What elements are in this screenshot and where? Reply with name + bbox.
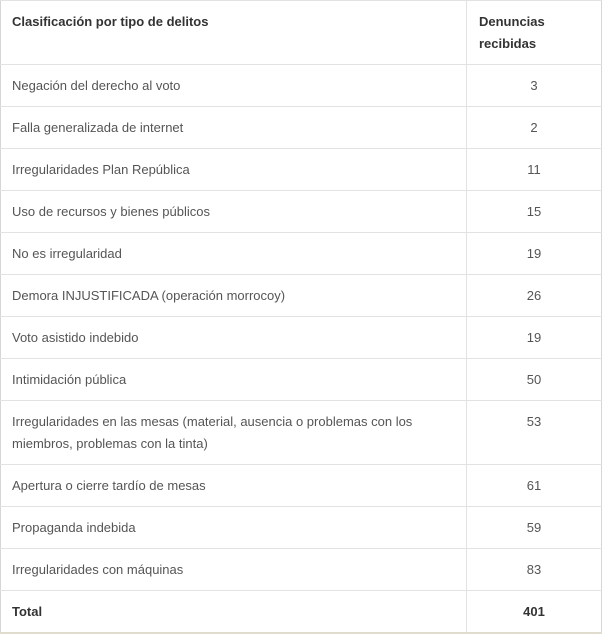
row-label: Negación del derecho al voto <box>0 64 467 107</box>
row-value: 19 <box>466 232 602 275</box>
row-value: 83 <box>466 548 602 591</box>
row-label: Propaganda indebida <box>0 506 467 549</box>
row-value: 15 <box>466 190 602 233</box>
table-row: Voto asistido indebido 19 <box>0 316 602 359</box>
row-value: 61 <box>466 464 602 507</box>
row-label: Irregularidades en las mesas (material, … <box>0 400 467 465</box>
row-label: Voto asistido indebido <box>0 316 467 359</box>
total-label: Total <box>0 590 467 634</box>
table-row: Demora INJUSTIFICADA (operación morrocoy… <box>0 274 602 317</box>
row-label: No es irregularidad <box>0 232 467 275</box>
row-value: 11 <box>466 148 602 191</box>
table-row: Uso de recursos y bienes públicos 15 <box>0 190 602 233</box>
row-value: 59 <box>466 506 602 549</box>
total-value: 401 <box>466 590 602 634</box>
row-label: Irregularidades con máquinas <box>0 548 467 591</box>
table-row: Irregularidades con máquinas 83 <box>0 548 602 591</box>
row-value: 19 <box>466 316 602 359</box>
table-row: Irregularidades Plan República 11 <box>0 148 602 191</box>
table-header-row: Clasificación por tipo de delitos Denunc… <box>0 0 602 65</box>
row-label: Intimidación pública <box>0 358 467 401</box>
table-row: Apertura o cierre tardío de mesas 61 <box>0 464 602 507</box>
row-label: Irregularidades Plan República <box>0 148 467 191</box>
table-row: No es irregularidad 19 <box>0 232 602 275</box>
total-row: Total 401 <box>0 590 602 634</box>
header-complaints: Denuncias recibidas <box>466 0 602 65</box>
table-row: Propaganda indebida 59 <box>0 506 602 549</box>
row-value: 50 <box>466 358 602 401</box>
row-value: 3 <box>466 64 602 107</box>
row-label: Apertura o cierre tardío de mesas <box>0 464 467 507</box>
table-row: Intimidación pública 50 <box>0 358 602 401</box>
table-row: Negación del derecho al voto 3 <box>0 64 602 107</box>
header-classification: Clasificación por tipo de delitos <box>0 0 467 65</box>
row-value: 2 <box>466 106 602 149</box>
table-row: Falla generalizada de internet 2 <box>0 106 602 149</box>
row-label: Uso de recursos y bienes públicos <box>0 190 467 233</box>
row-label: Falla generalizada de internet <box>0 106 467 149</box>
row-value: 53 <box>466 400 602 465</box>
table-row: Irregularidades en las mesas (material, … <box>0 400 602 465</box>
row-label: Demora INJUSTIFICADA (operación morrocoy… <box>0 274 467 317</box>
row-value: 26 <box>466 274 602 317</box>
